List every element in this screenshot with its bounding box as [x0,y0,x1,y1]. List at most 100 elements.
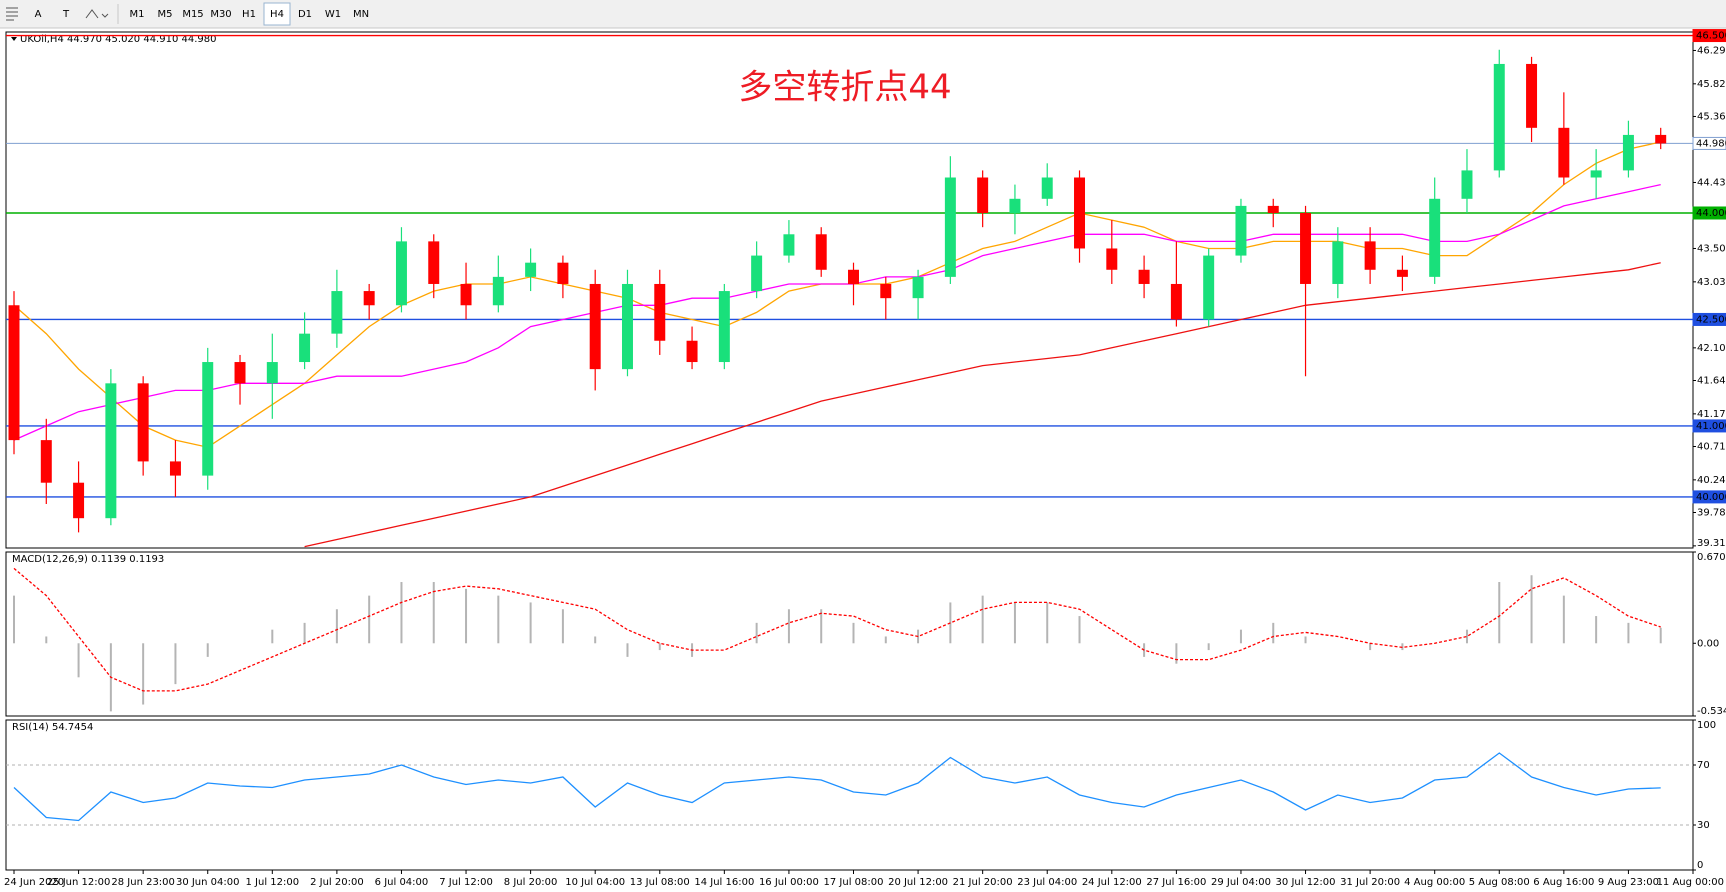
candle-body [977,177,989,213]
price-title: UKOil,H4 44.970 45.020 44.910 44.980 [20,34,217,45]
y-tick-label: -0.5342 [1697,706,1726,717]
candle-body [331,291,343,334]
x-tick-label: 20 Jul 12:00 [888,877,948,888]
timeframe-label: M1 [130,9,145,20]
y-tick-label: 46.290 [1697,45,1726,56]
candle-body [1396,269,1408,277]
x-tick-label: 30 Jul 12:00 [1276,877,1336,888]
timeframe-button[interactable] [320,3,346,25]
candle-body [169,461,181,476]
candle-body [202,362,214,476]
candle-body [621,283,633,370]
x-tick-label: 7 Jul 12:00 [439,877,493,888]
rsi-line [13,752,1661,822]
candle-body [363,291,375,306]
candle-body [1267,205,1279,213]
x-tick-label: 4 Aug 00:00 [1404,877,1465,888]
menu-icon [6,7,18,21]
x-tick-label: 2 Jul 20:00 [310,877,364,888]
candle-body [815,234,827,270]
tool-button[interactable]: A [35,9,42,20]
timeframe-button[interactable] [236,3,262,25]
candle-body [557,262,569,284]
timeframe-button[interactable] [292,3,318,25]
timeframe-button[interactable] [152,3,178,25]
collapse-marker [11,37,17,41]
y-tick-label: 45.360 [1697,111,1726,122]
y-tick-label: 0.6705 [1697,552,1726,563]
x-tick-label: 28 Jun 23:00 [111,877,175,888]
candle-body [137,383,149,462]
moving-average [304,262,1661,548]
candle-body [686,340,698,363]
x-tick-label: 1 Jul 12:00 [246,877,300,888]
candle-body [40,440,52,483]
x-tick-label: 23 Jul 04:00 [1017,877,1077,888]
timeframe-button[interactable] [180,3,206,25]
candle-body [1106,248,1118,270]
y-tick-label: 70 [1697,760,1710,771]
candle-body [1364,241,1376,270]
candle-body [880,283,892,299]
candle-body [1655,134,1667,144]
candle-body [1429,198,1441,277]
x-tick-label: 17 Jul 08:00 [824,877,884,888]
price-tag-label: 44.000 [1696,208,1726,219]
candle-body [1558,127,1570,178]
candle-body [912,276,924,299]
candle-body [1170,283,1182,320]
price-tag [1692,312,1726,326]
candle-body [1041,177,1053,199]
candle-body [105,383,117,519]
price-tag-label: 42.500 [1696,314,1726,325]
y-tick-label: 100 [1697,720,1716,731]
candle-body [460,283,472,306]
price-tag [1692,419,1726,433]
x-tick-label: 13 Jul 08:00 [630,877,690,888]
y-tick-label: 42.100 [1697,343,1726,354]
rsi-title: RSI(14) 54.7454 [12,722,93,733]
candle-body [1332,241,1344,284]
candle-body [783,234,795,256]
macd-panel [5,551,1694,717]
tool-button[interactable]: T [62,9,70,20]
x-tick-label: 29 Jul 04:00 [1211,877,1271,888]
candle-body [751,255,763,292]
x-tick-label: 6 Aug 16:00 [1533,877,1594,888]
timeframe-button[interactable] [124,3,150,25]
candle-body [654,283,666,341]
timeframe-label: D1 [298,9,312,20]
timeframe-label: M15 [182,9,203,20]
candle-body [718,291,730,363]
y-tick-label: 39.310 [1697,538,1726,549]
price-tag-label: 46.500 [1696,31,1726,42]
candle-body [1590,170,1602,178]
timeframe-label: M30 [210,9,231,20]
y-tick-label: 0 [1697,860,1703,871]
timeframe-label: MN [353,9,369,20]
x-tick-label: 24 Jun 2020 [4,877,64,888]
timeframe-button[interactable] [263,2,291,26]
y-tick-label: 43.030 [1697,277,1726,288]
macd-title: MACD(12,26,9) 0.1139 0.1193 [12,554,164,565]
x-tick-label: 30 Jun 04:00 [176,877,240,888]
timeframe-button[interactable] [348,3,374,25]
y-tick-label: 30 [1697,820,1710,831]
candle-body [1461,170,1473,199]
candle-body [395,241,407,306]
x-tick-label: 31 Jul 20:00 [1340,877,1400,888]
candle-body [234,362,246,384]
y-tick-label: 45.820 [1697,79,1726,90]
candle-body [428,241,440,284]
y-tick-label: 44.430 [1697,177,1726,188]
price-tag-label: 41.000 [1696,421,1726,432]
timeframe-button[interactable] [208,3,234,25]
price-tag-label: 44.980 [1696,138,1726,149]
x-tick-label: 21 Jul 20:00 [953,877,1013,888]
y-tick-label: 40.710 [1697,442,1726,453]
candle-body [73,482,85,519]
y-tick-label: 39.780 [1697,508,1726,519]
candle-body [1300,212,1312,284]
price-tag [1692,136,1726,150]
